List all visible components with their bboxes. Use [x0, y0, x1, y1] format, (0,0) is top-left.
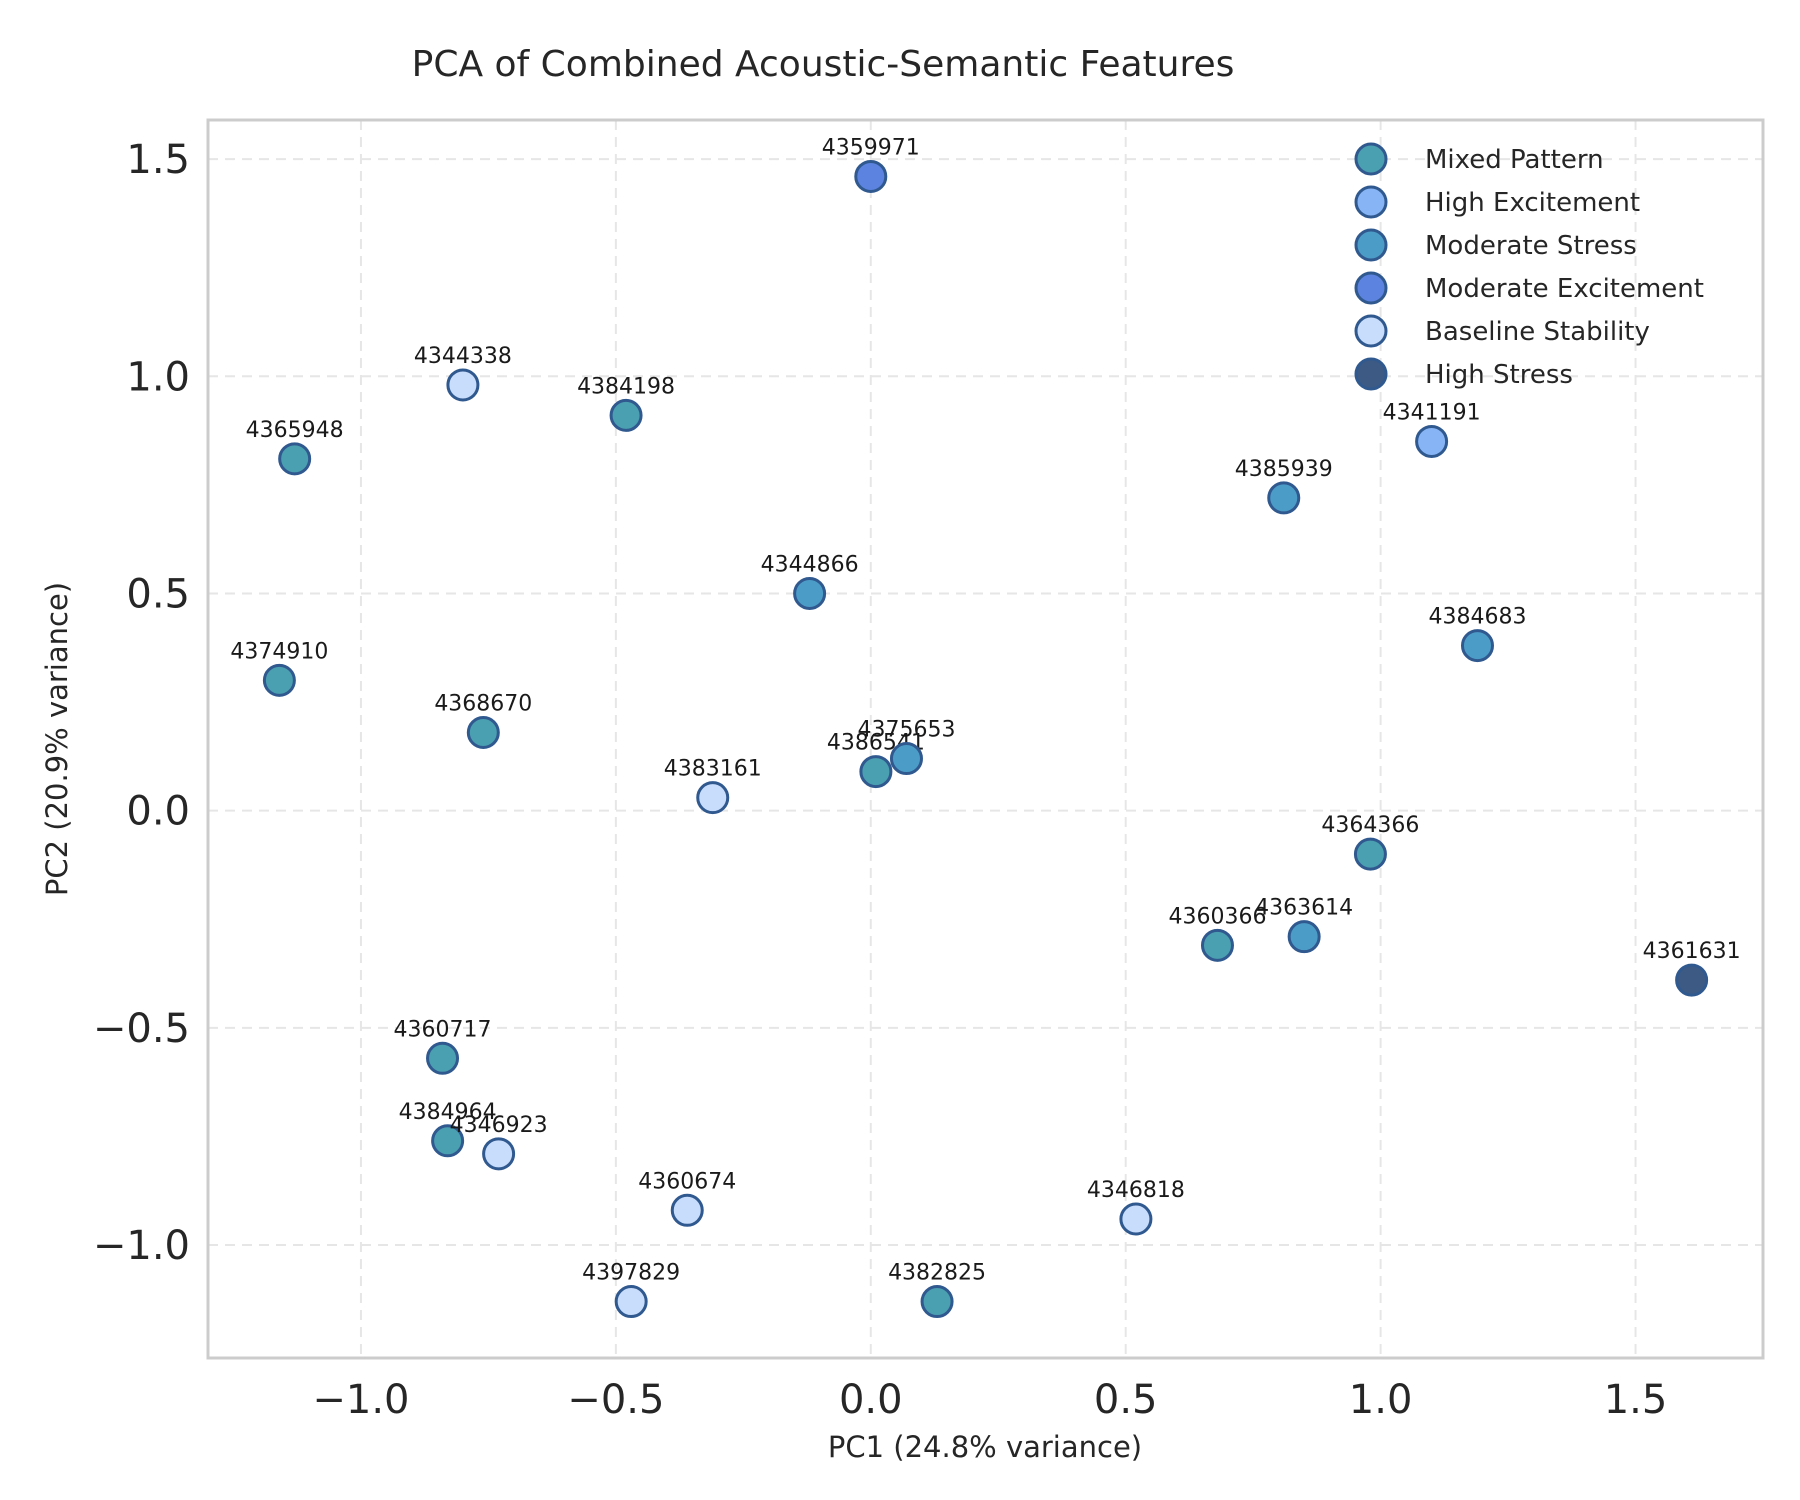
- legend-marker: [1354, 357, 1388, 391]
- legend-entry-label: Moderate Stress: [1425, 231, 1637, 261]
- x-tick-label: 1.5: [1604, 1377, 1668, 1423]
- data-point: [1287, 920, 1321, 954]
- legend-entry-label: High Stress: [1425, 360, 1573, 390]
- y-tick-label: 1.5: [126, 137, 190, 183]
- y-tick-label: −0.5: [93, 1006, 190, 1052]
- y-axis-label: PC2 (20.9% variance): [40, 582, 74, 896]
- data-point: [670, 1193, 704, 1227]
- point-label: 4384198: [577, 374, 675, 399]
- x-tick-label: −0.5: [567, 1377, 664, 1423]
- data-point: [1200, 928, 1234, 962]
- y-tick-label: 0.0: [126, 789, 190, 835]
- legend-entry-label: High Excitement: [1425, 188, 1640, 218]
- data-point: [278, 442, 312, 476]
- data-point: [1460, 629, 1494, 663]
- data-point: [446, 368, 480, 402]
- data-point: [262, 663, 296, 697]
- point-label: 4344866: [761, 552, 859, 577]
- point-label: 4361631: [1643, 939, 1741, 964]
- data-point: [1353, 837, 1387, 871]
- point-label: 4363614: [1255, 896, 1353, 921]
- point-label: 4384964: [399, 1100, 497, 1125]
- chart-title: PCA of Combined Acoustic-Semantic Featur…: [412, 44, 1235, 85]
- data-point: [920, 1285, 954, 1319]
- point-label: 4344338: [414, 344, 512, 369]
- legend-entry-label: Mixed Pattern: [1425, 145, 1604, 175]
- data-point: [889, 742, 923, 776]
- y-tick-label: 0.5: [126, 571, 190, 617]
- data-point: [466, 715, 500, 749]
- data-point: [609, 398, 643, 432]
- legend-entry-label: Baseline Stability: [1425, 317, 1650, 347]
- point-label: 4385939: [1235, 457, 1333, 482]
- y-axis-ticks: −1.0 −0.5 0.0 0.5 1.0 1.5: [93, 137, 190, 1269]
- legend-marker: [1354, 271, 1388, 305]
- point-label: 4368670: [434, 691, 532, 716]
- legend-marker: [1354, 314, 1388, 348]
- point-label: 4359971: [822, 135, 920, 160]
- data-point: [431, 1124, 465, 1158]
- data-point: [793, 576, 827, 610]
- legend-marker: [1354, 185, 1388, 219]
- legend: Mixed Pattern High Excitement Moderate Str…: [1354, 142, 1704, 391]
- x-axis-ticks: −1.0 −0.5 0.0 0.5 1.0 1.5: [312, 1377, 1667, 1423]
- point-label: 4341191: [1383, 400, 1481, 425]
- plot-frame: [206, 118, 1765, 1360]
- point-label: 4346818: [1087, 1178, 1185, 1203]
- x-tick-label: 0.5: [1094, 1377, 1158, 1423]
- x-tick-label: 1.0: [1349, 1377, 1413, 1423]
- data-point: [1119, 1202, 1153, 1236]
- point-label: 4360717: [394, 1017, 492, 1042]
- data-point: [696, 781, 730, 815]
- point-label: 4374910: [230, 639, 328, 664]
- data-point: [1415, 424, 1449, 458]
- data-points: 4365948438419843749104368670438654143643…: [230, 135, 1741, 1319]
- legend-marker: [1354, 142, 1388, 176]
- data-point: [614, 1285, 648, 1319]
- y-tick-label: 1.0: [126, 354, 190, 400]
- data-point: [1267, 481, 1301, 515]
- legend-entry-label: Moderate Excitement: [1425, 274, 1704, 304]
- point-label: 4397829: [582, 1261, 680, 1286]
- point-label: 4346923: [450, 1113, 548, 1138]
- y-tick-label: −1.0: [93, 1223, 190, 1269]
- grid: [208, 120, 1763, 1358]
- data-point: [859, 755, 893, 789]
- point-label: 4364366: [1321, 813, 1419, 838]
- x-axis-label: PC1 (24.8% variance): [828, 1430, 1142, 1464]
- point-label: 4360674: [638, 1169, 736, 1194]
- data-point: [426, 1041, 460, 1075]
- point-label: 4383161: [664, 757, 762, 782]
- point-label: 4384683: [1428, 605, 1526, 630]
- data-point: [1675, 963, 1709, 997]
- point-label: 4375653: [857, 718, 955, 743]
- data-point: [482, 1137, 516, 1171]
- data-point: [854, 159, 888, 193]
- x-tick-label: 0.0: [839, 1377, 903, 1423]
- point-label: 4382825: [888, 1261, 986, 1286]
- x-tick-label: −1.0: [312, 1377, 409, 1423]
- legend-marker: [1354, 228, 1388, 262]
- point-label: 4365948: [246, 418, 344, 443]
- point-label: 4360366: [1168, 904, 1266, 929]
